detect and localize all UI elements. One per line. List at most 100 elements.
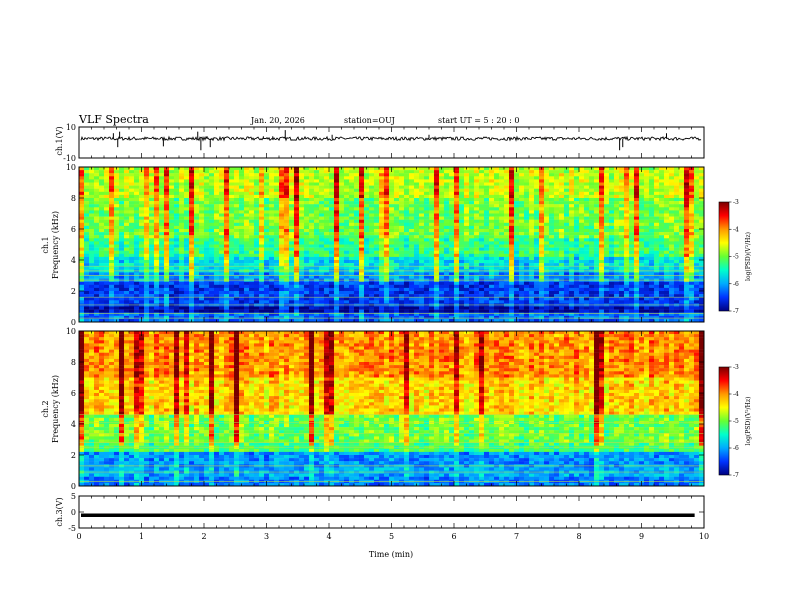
ch1-spec-cell (689, 266, 695, 270)
ch1-spec-cell (369, 238, 375, 242)
ch1-spec-cell (694, 210, 700, 214)
ch1-spec-cell (294, 232, 300, 236)
ch1-spec-cell (274, 213, 280, 217)
ch1-spec-cell (414, 281, 420, 285)
ch1-spec-cell (354, 263, 360, 267)
ch1-spec-cell (559, 235, 565, 239)
ch1-spec-cell (379, 266, 385, 270)
ch1-spec-cell (549, 247, 555, 251)
ch1-spec-cell (359, 179, 365, 183)
ch1-spec-cell (419, 250, 425, 254)
ch1-spec-cell (689, 225, 695, 230)
ch1-spec-cell (459, 185, 465, 189)
ch1-spec-cell (139, 204, 145, 208)
ch1-spec-cell (199, 219, 205, 223)
ch1-spec-cell (659, 232, 665, 236)
ch1-spec-cell (289, 191, 295, 196)
ch1-spec-cell (304, 198, 310, 202)
ch1-spec-cell (494, 191, 500, 196)
ch1-spec-cell (194, 216, 200, 220)
ch1-spec-cell (344, 253, 350, 258)
ch1-spec-cell (444, 232, 450, 236)
ch1-spec-cell (654, 188, 660, 192)
ch1-spec-cell (494, 284, 500, 289)
ch1-spec-cell (569, 170, 575, 174)
ch1-spec-cell (294, 225, 300, 230)
ch1-spec-cell (289, 210, 295, 214)
ch1-spec-cell (459, 241, 465, 245)
ch1-spec-cell (699, 179, 704, 183)
ch1-spec-cell (614, 210, 620, 214)
ch1-spec-cell (534, 216, 540, 220)
ch1-spec-cell (99, 250, 105, 254)
ch1-spec-cell (109, 241, 115, 245)
ch1-spec-cell (304, 201, 310, 205)
ch1-spec-cell (114, 173, 120, 177)
ch1-spec-cell (154, 266, 160, 270)
ch1-spec-cell (604, 216, 610, 220)
ch1-spec-cell (499, 182, 505, 186)
ch1-spec-cell (549, 266, 555, 270)
ch1-spec-cell (649, 256, 655, 261)
ch1-spec-cell (284, 244, 290, 248)
ch1-spec-cell (319, 201, 325, 205)
ch1-spec-cell (519, 284, 525, 289)
ch1-spec-cell (204, 204, 210, 208)
ch1-spec-cell (79, 253, 85, 258)
ch1-spec-cell (239, 256, 245, 261)
ch1-spec-cell (619, 167, 625, 171)
ch1-spec-cell (604, 260, 610, 264)
ch1-spec-cell (84, 275, 90, 279)
ch1-spec-cell (434, 281, 440, 285)
ch1-spec-cell (419, 204, 425, 208)
ch1-spec-cell (359, 232, 365, 236)
ch1-spec-cell (659, 238, 665, 242)
ch1-spec-cell (159, 238, 165, 242)
ch1-spec-cell (674, 191, 680, 196)
ch1-spec-cell (239, 266, 245, 270)
ch1-spec-cell (89, 275, 95, 279)
ch1-spec-cell (369, 191, 375, 196)
ch1-spec-cell (499, 247, 505, 251)
ch1-spec-cell (619, 207, 625, 211)
ch1-spec-cell (664, 260, 670, 264)
ch1-spec-cell (239, 210, 245, 214)
ch1-spec-cell (129, 167, 135, 171)
ch1-spec-cell (294, 235, 300, 239)
ch1-spec-cell (599, 222, 605, 227)
ch1-spec-cell (454, 256, 460, 261)
ch1-spec-cell (699, 275, 704, 279)
ch1-spec-cell (639, 229, 645, 233)
ch1-spec-cell (169, 263, 175, 267)
ch1-spec-cell (329, 207, 335, 211)
ch1-spec-cell (359, 272, 365, 276)
ch1-spec-cell (539, 173, 545, 177)
ch1-spec-cell (514, 179, 520, 183)
ch1-spec-cell (504, 201, 510, 205)
ch1-spec-cell (599, 219, 605, 223)
ch1-spec-cell (664, 210, 670, 214)
ch1-spec-cell (244, 191, 250, 196)
ch1-spec-cell (274, 198, 280, 202)
ch1-spec-cell (184, 238, 190, 242)
ch1-spec-cell (164, 250, 170, 254)
ch1-spec-cell (624, 238, 630, 242)
ch1-spec-cell (104, 213, 110, 217)
ch1-spec-cell (319, 182, 325, 186)
ch1-spec-cell (114, 213, 120, 217)
ch1-spec-cell (579, 167, 585, 171)
ch1-spec-cell (104, 266, 110, 270)
ch1-spec-cell (319, 222, 325, 227)
ch1-spec-cell (374, 170, 380, 174)
ch1-spec-cell (104, 281, 110, 285)
ch1-spec-cell (224, 213, 230, 217)
ch1-spec-cell (429, 198, 435, 202)
ch1-spec-cell (289, 179, 295, 183)
ch1-spec-cell (144, 247, 150, 251)
ch1-spec-cell (379, 207, 385, 211)
ch1-spec-cell (584, 213, 590, 217)
ch1-spec-cell (134, 284, 140, 289)
ch1-spec-cell (559, 176, 565, 180)
ch1-spec-cell (394, 260, 400, 264)
ch1-spec-cell (529, 182, 535, 186)
